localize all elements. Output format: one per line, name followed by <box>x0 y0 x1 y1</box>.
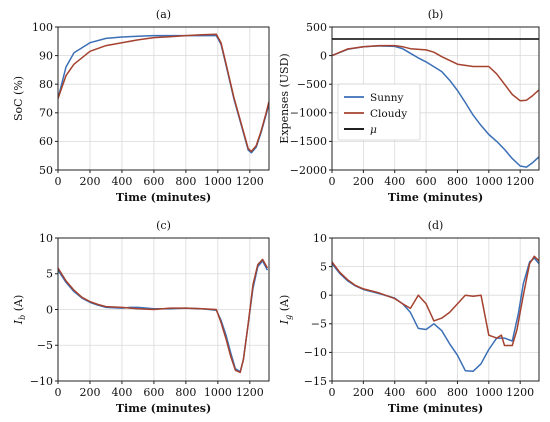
y-tick-label: 500 <box>306 21 327 34</box>
axes-frame <box>57 26 270 171</box>
x-tick-label: 200 <box>353 386 374 399</box>
panel-title: (c) <box>156 219 171 232</box>
panel-c: 0 200 400 600 800 1000 1200 10 5 0 −5 −10 (c) Time (m… <box>12 219 270 415</box>
sunny-series-line <box>58 260 269 373</box>
panel-title: (a) <box>156 8 171 21</box>
axes-frame <box>331 237 540 382</box>
y-axis-label: Expenses (USD) <box>278 53 291 143</box>
x-axis-label: Time (minutes) <box>388 402 483 415</box>
y-tick-label: 50 <box>39 164 53 177</box>
cloudy-series-line <box>58 33 269 153</box>
y-axis-label-subscript: b <box>18 315 27 320</box>
panel-title: (b) <box>428 8 444 21</box>
x-tick-label: 1000 <box>204 386 232 399</box>
y-tick-label: −10 <box>30 375 53 388</box>
y-axis-label-subscript: g <box>284 315 293 320</box>
y-tick-label: −2000 <box>290 164 327 177</box>
sunny-series-line <box>58 34 269 154</box>
legend: Sunny Cloudy μ <box>337 83 421 141</box>
x-tick-label: 400 <box>111 175 132 188</box>
cloudy-series-line <box>332 44 539 102</box>
x-tick-label: 1200 <box>236 175 264 188</box>
y-tick-label: 70 <box>39 107 53 120</box>
x-tick-label: 1200 <box>506 386 534 399</box>
y-tick-label: 80 <box>39 78 53 91</box>
x-tick-label: 1000 <box>475 386 503 399</box>
cloudy-series-line <box>332 255 539 347</box>
x-tick-label: 200 <box>79 386 100 399</box>
legend-label: Cloudy <box>370 108 407 120</box>
y-tick-label: 0 <box>320 289 327 302</box>
x-tick-label: 1200 <box>236 386 264 399</box>
panel-b: 0 200 400 600 800 1000 1200 500 0 −500 −1000 −1500 −… <box>278 8 540 204</box>
x-tick-label: 600 <box>416 175 437 188</box>
x-tick-label: 600 <box>143 175 164 188</box>
x-tick-label: 400 <box>384 175 405 188</box>
y-tick-label: 0 <box>320 49 327 62</box>
panel-d: 0 200 400 600 800 1000 1200 10 5 0 −5 −10 −15 (d) Time… <box>278 219 540 415</box>
y-axis-label: Ig (A) <box>278 295 293 326</box>
panel-a: 0 200 400 600 800 1000 1200 50 60 70 80 90 100 (a) Tim… <box>12 8 270 204</box>
x-tick-label: 400 <box>111 386 132 399</box>
legend-box <box>337 83 421 141</box>
x-axis-label: Time (minutes) <box>388 191 483 204</box>
y-tick-label: 100 <box>32 21 53 34</box>
y-tick-label: −5 <box>37 339 53 352</box>
y-tick-label: 90 <box>39 49 53 62</box>
x-tick-label: 1200 <box>506 175 534 188</box>
x-tick-label: 800 <box>447 175 468 188</box>
x-tick-label: 400 <box>384 386 405 399</box>
x-tick-label: 200 <box>79 175 100 188</box>
x-tick-label: 800 <box>175 386 196 399</box>
y-tick-label: −10 <box>304 346 327 359</box>
x-tick-label: 600 <box>143 386 164 399</box>
x-axis-label: Time (minutes) <box>116 402 211 415</box>
y-tick-label: −15 <box>304 375 327 388</box>
x-tick-label: 1000 <box>204 175 232 188</box>
y-tick-label: −1000 <box>290 107 327 120</box>
y-tick-label: 5 <box>320 260 327 273</box>
x-tick-label: 800 <box>447 386 468 399</box>
y-axis-label-symbol: I <box>12 319 25 325</box>
y-tick-label: −500 <box>297 78 327 91</box>
y-axis-label-unit: (A) <box>12 295 25 315</box>
y-tick-label: 60 <box>39 135 53 148</box>
axes-frame <box>331 26 540 171</box>
panel-title: (d) <box>428 219 444 232</box>
y-tick-label: 10 <box>313 232 327 245</box>
x-tick-label: 200 <box>353 175 374 188</box>
x-axis-label: Time (minutes) <box>116 191 211 204</box>
x-tick-label: 0 <box>55 386 62 399</box>
x-tick-label: 0 <box>55 175 62 188</box>
y-axis-label-unit: (A) <box>278 295 291 315</box>
y-axis-label: Ib (A) <box>12 295 27 326</box>
x-tick-label: 800 <box>175 175 196 188</box>
x-tick-label: 600 <box>416 386 437 399</box>
axes-frame <box>57 237 270 382</box>
y-tick-label: 5 <box>46 268 53 281</box>
legend-label: Sunny <box>370 92 403 104</box>
y-axis-label-symbol: I <box>278 319 291 325</box>
y-tick-label: 10 <box>39 232 53 245</box>
y-tick-label: 0 <box>46 303 53 316</box>
x-tick-label: 0 <box>329 175 336 188</box>
y-axis-label: SoC (%) <box>12 76 25 121</box>
y-tick-label: −1500 <box>290 135 327 148</box>
x-tick-label: 0 <box>329 386 336 399</box>
cloudy-series-line <box>58 258 269 374</box>
y-tick-label: −5 <box>311 318 327 331</box>
legend-label: μ <box>370 124 377 136</box>
x-tick-label: 1000 <box>475 175 503 188</box>
